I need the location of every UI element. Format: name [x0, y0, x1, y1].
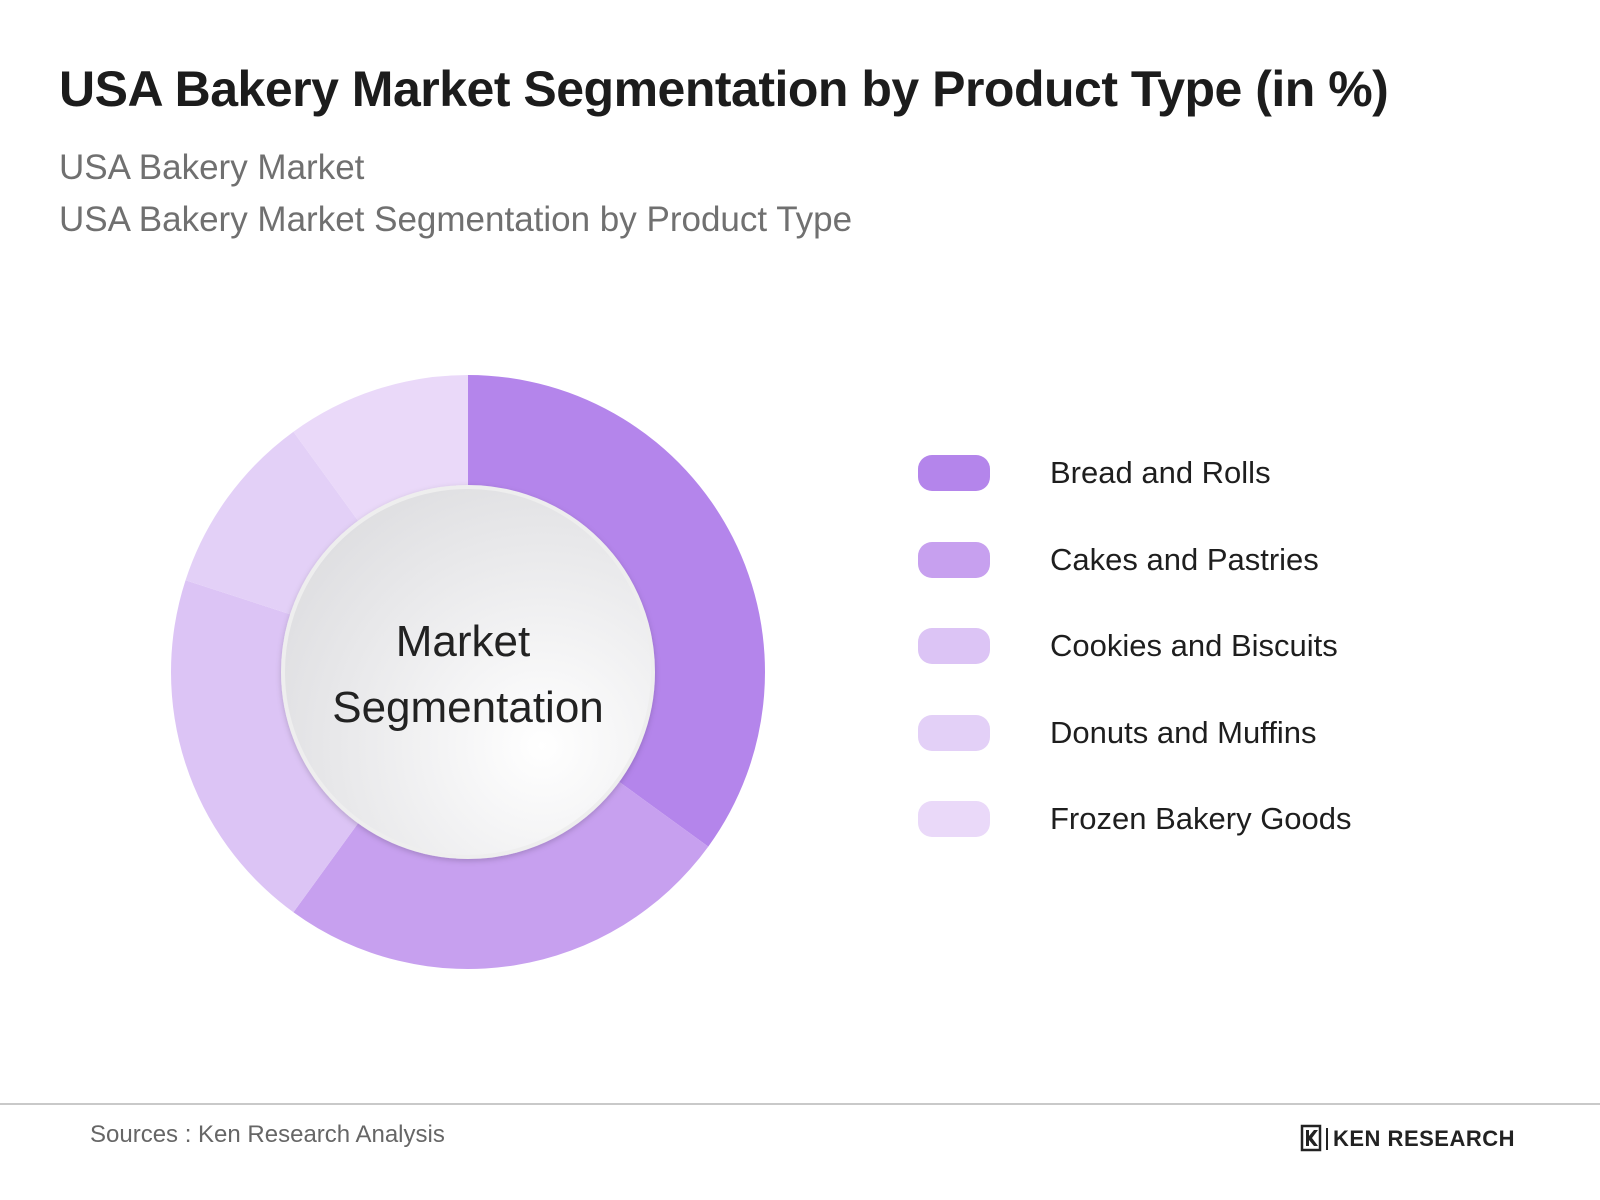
donut-slice-bread-and-rolls [468, 375, 765, 847]
brand-separator [1326, 1128, 1328, 1150]
legend-swatch [918, 801, 990, 837]
brand-name: KEN RESEARCH [1333, 1126, 1516, 1151]
donut-slice-donuts-and-muffins [185, 431, 361, 616]
legend-label: Bread and Rolls [1050, 455, 1271, 490]
chart-title: USA Bakery Market Segmentation by Produc… [59, 61, 1389, 117]
donut-chart: Market Segmentation [170, 375, 765, 969]
legend-label: Cakes and Pastries [1050, 542, 1319, 577]
ken-research-logo-icon [1300, 1124, 1322, 1152]
legend-swatch [918, 628, 990, 664]
chart-subtitle-market: USA Bakery Market [59, 148, 365, 187]
center-label-line-1: Market [396, 617, 530, 666]
legend-swatch [918, 542, 990, 578]
donut-slice-cookies-and-biscuits [170, 580, 361, 913]
legend-label: Cookies and Biscuits [1050, 628, 1338, 663]
legend-label: Donuts and Muffins [1050, 715, 1317, 750]
center-label-line-2: Segmentation [332, 683, 604, 732]
donut-center-disc [281, 485, 655, 859]
chart-subtitle-segmentation: USA Bakery Market Segmentation by Produc… [59, 200, 853, 239]
legend-swatch [918, 455, 990, 491]
donut-slice-frozen-bakery-goods [293, 375, 468, 524]
source-note: Sources : Ken Research Analysis [90, 1121, 445, 1148]
legend-label: Frozen Bakery Goods [1050, 801, 1352, 836]
donut-slice-cakes-and-pastries [293, 779, 709, 969]
footer-divider [0, 1103, 1600, 1105]
legend-swatch [918, 715, 990, 751]
